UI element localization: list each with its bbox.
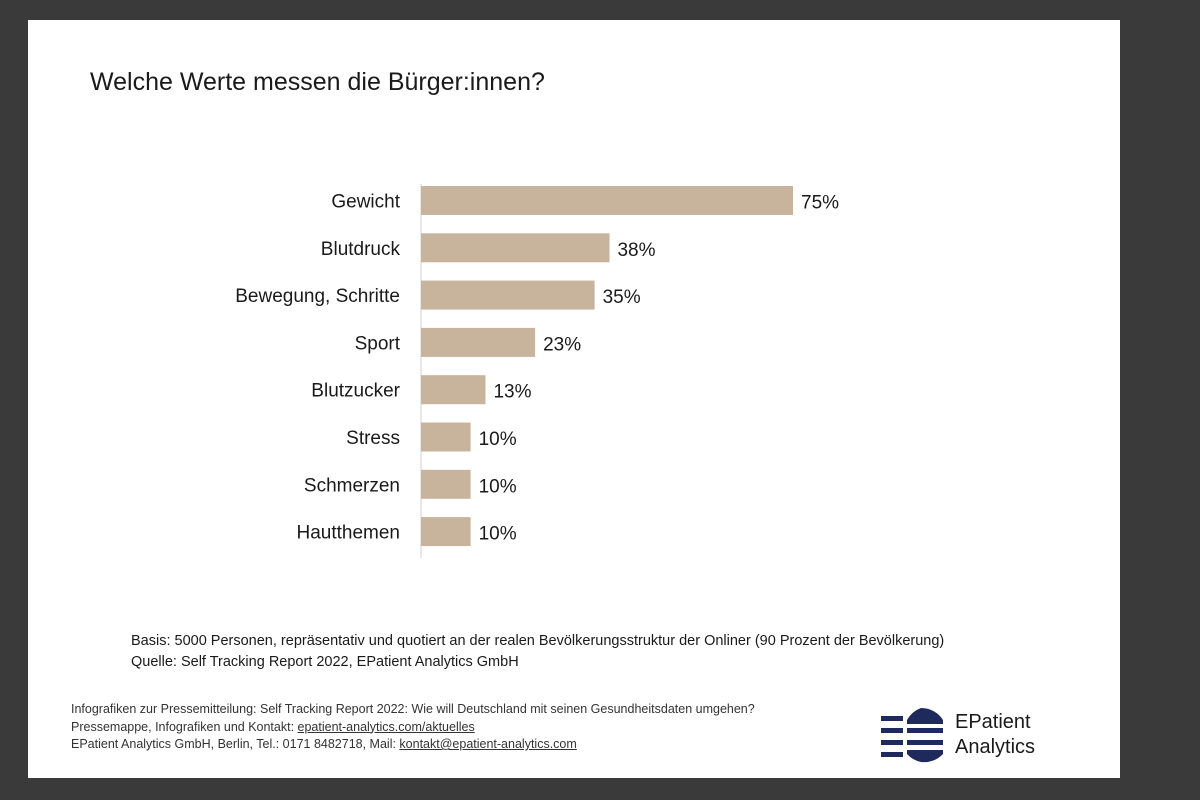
footer: Infografiken zur Pressemitteilung: Self … <box>71 701 755 754</box>
footer-line-3: EPatient Analytics GmbH, Berlin, Tel.: 0… <box>71 736 755 754</box>
category-label: Gewicht <box>331 192 400 213</box>
bar <box>421 280 595 310</box>
footer-line-3-prefix: EPatient Analytics GmbH, Berlin, Tel.: 0… <box>71 737 400 751</box>
data-label: 13% <box>493 382 531 403</box>
bar <box>421 469 471 499</box>
data-label: 10% <box>479 429 517 450</box>
data-label: 35% <box>603 287 641 308</box>
logo-text: EPatient Analytics <box>955 710 1035 760</box>
slide: Welche Werte messen die Bürger:innen? Ge… <box>28 20 1120 778</box>
data-label: 10% <box>479 524 517 545</box>
category-label: Hautthemen <box>296 523 400 544</box>
email-link[interactable]: kontakt@epatient-analytics.com <box>399 737 577 751</box>
category-label: Blutdruck <box>321 239 401 260</box>
bar <box>421 186 793 215</box>
category-label: Schmerzen <box>304 475 400 496</box>
footer-line-2: Pressemappe, Infografiken und Kontakt: e… <box>71 719 755 737</box>
bar <box>421 233 610 263</box>
logo-icon <box>881 707 943 763</box>
logo-text-line-1: EPatient <box>955 711 1031 733</box>
category-label: Sport <box>355 333 401 354</box>
data-label: 10% <box>479 476 517 497</box>
category-label: Stress <box>346 428 400 449</box>
category-label: Bewegung, Schritte <box>235 286 400 307</box>
category-label: Blutzucker <box>311 381 400 402</box>
data-label: 23% <box>543 334 581 355</box>
bar <box>421 517 471 547</box>
basis-note: Basis: 5000 Personen, repräsentativ und … <box>131 633 945 649</box>
bar <box>421 422 471 452</box>
data-label: 75% <box>801 193 839 214</box>
bar-chart: Gewicht 75% Blutdruck 38% Bewegung, Schritte… <box>235 184 839 558</box>
source-note: Quelle: Self Tracking Report 2022, EPati… <box>131 654 519 670</box>
notes: Basis: 5000 Personen, repräsentativ und … <box>131 631 944 673</box>
footer-line-1: Infografiken zur Pressemitteilung: Self … <box>71 702 755 716</box>
bar <box>421 327 536 357</box>
footer-line-2-prefix: Pressemappe, Infografiken und Kontakt: <box>71 719 298 734</box>
bar <box>421 375 486 405</box>
data-label: 38% <box>617 240 655 261</box>
press-link[interactable]: epatient-analytics.com/aktuelles <box>297 719 475 734</box>
chart-title: Welche Werte messen die Bürger:innen? <box>90 68 545 96</box>
logo-text-line-2: Analytics <box>955 736 1036 758</box>
